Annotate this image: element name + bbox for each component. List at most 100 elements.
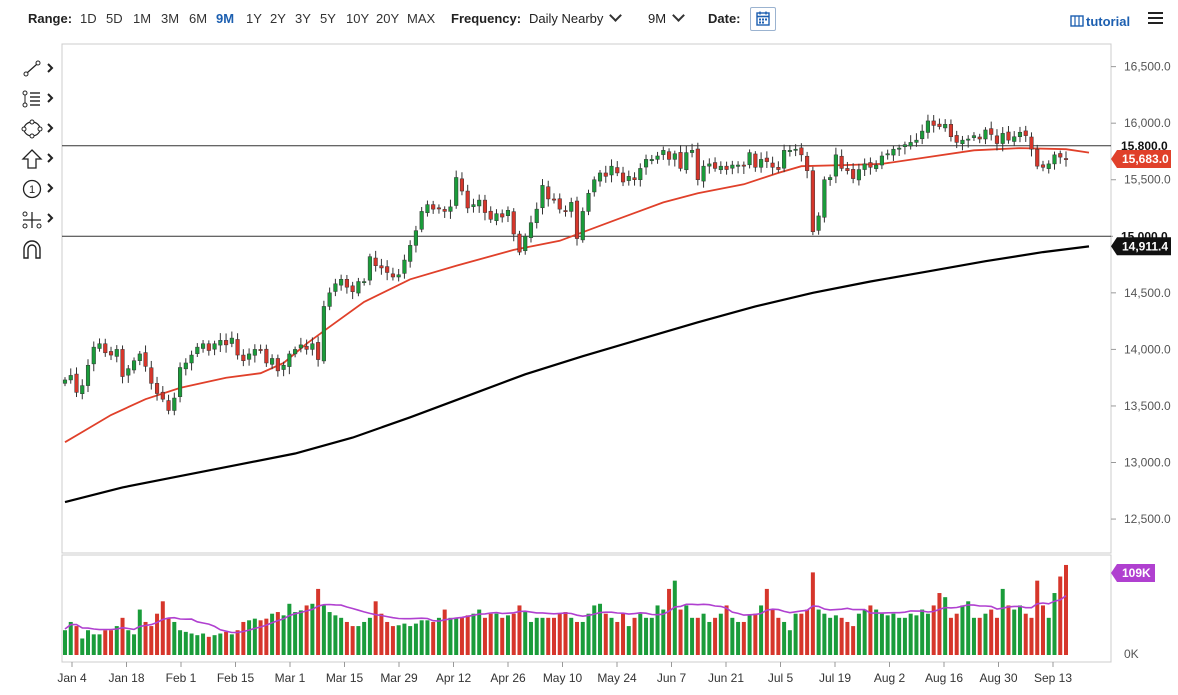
- candle-body: [908, 142, 913, 147]
- volume-bar: [304, 605, 309, 655]
- candle-body: [367, 256, 372, 281]
- tutorial-link[interactable]: tutorial: [1070, 14, 1130, 29]
- candle-body: [684, 152, 689, 171]
- range-3y-button[interactable]: 3Y: [295, 11, 311, 26]
- volume-bar: [885, 615, 890, 655]
- volume-badge: [1111, 563, 1155, 582]
- slow-ma-badge: [1111, 237, 1171, 256]
- candle-body: [459, 178, 464, 192]
- volume-bar: [874, 609, 879, 655]
- range-20y-button[interactable]: 20Y: [376, 11, 400, 26]
- range-10y-button[interactable]: 10Y: [346, 11, 370, 26]
- candle-body: [178, 367, 183, 397]
- range-5d-button[interactable]: 5D: [106, 11, 123, 26]
- candle-body: [793, 148, 798, 151]
- volume-bar: [413, 623, 418, 655]
- volume-bar: [528, 621, 533, 655]
- trendline-tool[interactable]: [20, 58, 60, 82]
- volume-bar: [626, 626, 631, 655]
- volume-bar: [327, 612, 332, 655]
- candle-body: [321, 306, 326, 362]
- frequency-select[interactable]: Daily Nearby: [529, 9, 623, 26]
- candle-body: [810, 170, 815, 233]
- range-9m-button[interactable]: 9M: [216, 11, 235, 26]
- horizontal-lines: 15,800.015,000.0: [62, 137, 1171, 245]
- y-tick-label: 14,000.0: [1124, 342, 1171, 356]
- volume-bar: [1012, 609, 1017, 655]
- range-1m-button[interactable]: 1M: [133, 11, 152, 26]
- tutorial-label: tutorial: [1086, 14, 1131, 29]
- volume-bar: [690, 617, 695, 655]
- volume-bar: [321, 605, 326, 655]
- volume-bar: [718, 613, 723, 655]
- volume-bar: [551, 617, 556, 655]
- hamburger-menu-icon[interactable]: [1148, 12, 1163, 25]
- volume-bar: [189, 633, 194, 655]
- candle-body: [350, 285, 355, 292]
- volume-bar: [367, 617, 372, 655]
- volume-bar: [241, 621, 246, 655]
- range-6m-button[interactable]: 6M: [189, 11, 208, 26]
- fibonacci-tool[interactable]: [20, 88, 60, 112]
- volume-bar: [63, 630, 67, 655]
- volume-bar: [218, 633, 223, 655]
- volume-bar: [989, 609, 994, 655]
- range-max-button[interactable]: MAX: [407, 11, 436, 26]
- period-select[interactable]: 9M: [648, 9, 685, 26]
- range-1d-button[interactable]: 1D: [80, 11, 97, 26]
- candle-body: [736, 164, 741, 167]
- volume-bar: [908, 613, 913, 655]
- candle-body: [316, 342, 321, 360]
- candle-body: [678, 152, 683, 169]
- range-1y-button[interactable]: 1Y: [246, 11, 262, 26]
- candle-body: [770, 162, 775, 168]
- volume-bar: [730, 617, 735, 655]
- volume-bar: [402, 623, 407, 655]
- candle-body: [1023, 130, 1028, 136]
- candle-body: [1000, 133, 1005, 144]
- candle-body: [661, 150, 666, 155]
- volume-bar: [1000, 588, 1005, 655]
- candle-body: [540, 185, 545, 209]
- candle-body: [454, 177, 459, 206]
- volume-bar: [500, 617, 505, 655]
- volume-bar: [425, 620, 430, 655]
- candle-body: [241, 354, 246, 361]
- volume-bar: [132, 634, 137, 655]
- candle-body: [701, 165, 706, 182]
- candle-body: [419, 211, 424, 230]
- measure-tool[interactable]: [20, 208, 60, 232]
- magnet-tool[interactable]: [20, 238, 60, 262]
- volume-bar: [494, 613, 499, 655]
- volume-bar: [862, 609, 867, 655]
- volume-bar: [1006, 605, 1011, 655]
- volume-bar: [609, 617, 614, 655]
- range-2y-button[interactable]: 2Y: [270, 11, 286, 26]
- candle-body: [235, 339, 240, 356]
- volume-bar: [753, 613, 758, 655]
- arrow-tool[interactable]: [20, 148, 60, 172]
- candle-body: [258, 349, 263, 351]
- candle-body: [620, 172, 626, 183]
- range-3m-button[interactable]: 3M: [161, 11, 180, 26]
- candle-body: [482, 199, 488, 213]
- candle-body: [511, 211, 516, 235]
- volume-bar: [454, 617, 459, 655]
- x-tick-label: Jul 19: [819, 671, 851, 685]
- candle-body: [362, 281, 367, 283]
- candle-body: [977, 136, 982, 140]
- volume-bar: [252, 618, 257, 655]
- volume-bar: [408, 626, 413, 655]
- range-5y-button[interactable]: 5Y: [320, 11, 336, 26]
- volume-bar: [517, 605, 522, 655]
- volume-bar: [287, 603, 292, 655]
- shapes-tool[interactable]: [20, 118, 60, 142]
- volume-bar: [143, 621, 148, 655]
- candle-body: [730, 164, 735, 169]
- annotation-tool[interactable]: 1: [20, 178, 60, 202]
- volume-bar: [759, 605, 764, 655]
- volume-bar: [557, 613, 562, 655]
- volume-bar: [505, 615, 510, 655]
- date-picker-button[interactable]: [750, 7, 776, 31]
